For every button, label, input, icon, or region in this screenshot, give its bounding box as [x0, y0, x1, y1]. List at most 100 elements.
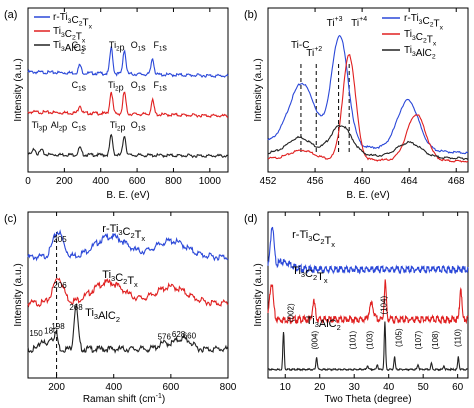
- x-tick-label: 1000: [199, 176, 222, 187]
- series-label: Ti3AlC2: [85, 307, 120, 324]
- legend-label: r-Ti3C2Tx: [53, 12, 93, 30]
- peak-label: Ti3p: [32, 120, 48, 133]
- x-tick-label: 452: [260, 176, 277, 187]
- hkl-label: (004): [311, 330, 320, 349]
- series-label: Ti3AlC2: [306, 315, 341, 332]
- x-tick-label: 0: [25, 176, 31, 187]
- x-axis-label: B. E. (eV): [106, 190, 149, 201]
- series-line-1: [267, 53, 469, 163]
- series-line-2: [267, 124, 469, 161]
- peak-label: Ti2p: [108, 80, 124, 93]
- y-axis-label: Intensity (a.u.): [13, 263, 24, 326]
- annotation-ti2: Ti+2: [306, 46, 322, 59]
- plot-frame: [267, 211, 469, 379]
- y-axis-label: Intensity (a.u.): [253, 58, 264, 121]
- peak-label: C1s: [72, 80, 87, 93]
- x-tick-label: 50: [418, 382, 430, 393]
- y-axis-label: Intensity (a.u.): [13, 58, 24, 121]
- x-tick-label: 200: [56, 176, 73, 187]
- series-line-0: [27, 46, 229, 79]
- series-line-1: [27, 91, 229, 118]
- panel-label: (d): [244, 213, 257, 225]
- peak-label: 206: [53, 281, 67, 290]
- peak-label: F1s: [153, 80, 167, 93]
- legend-label: Ti3C2Tx: [404, 29, 437, 47]
- peak-label: 180: [44, 327, 58, 336]
- x-tick-label: 60: [452, 382, 464, 393]
- peak-label: 268: [69, 303, 83, 312]
- peak-label: C1s: [72, 40, 87, 53]
- hkl-label: (103): [366, 330, 375, 349]
- x-tick-label: 20: [314, 382, 326, 393]
- peak-label: O1s: [131, 40, 146, 53]
- x-tick-label: 400: [105, 382, 122, 393]
- peak-label: 205: [53, 235, 67, 244]
- panel-label: (c): [4, 213, 17, 225]
- x-tick-label: 10: [280, 382, 292, 393]
- annotation-ti3: Ti+3: [327, 16, 343, 29]
- peak-label: F1s: [153, 40, 167, 53]
- panel-label: (b): [244, 9, 257, 21]
- x-tick-label: 600: [129, 176, 146, 187]
- x-tick-label: 600: [163, 382, 180, 393]
- x-tick-label: 800: [220, 382, 237, 393]
- plot-frame: [27, 211, 229, 379]
- hkl-label: (101): [348, 330, 357, 349]
- series-label: r-Ti3C2Tx: [292, 229, 335, 249]
- plot-frame: [27, 7, 229, 173]
- legend-label: Ti3AlC2: [53, 40, 85, 56]
- series-line-0: [267, 34, 469, 155]
- annotation-tic: Ti-C: [291, 40, 310, 51]
- plot-frame: [267, 7, 469, 173]
- x-tick-label: 800: [165, 176, 182, 187]
- series-line-2: [27, 133, 229, 159]
- peak-label: Al2p: [51, 120, 67, 133]
- peak-label: 150: [29, 329, 43, 338]
- peak-label: Ti2p: [109, 40, 125, 53]
- x-tick-label: 40: [383, 382, 395, 393]
- legend-label: Ti3C2Tx: [53, 26, 86, 44]
- x-axis-label: B. E. (eV): [346, 190, 389, 201]
- panel-label: (a): [4, 9, 17, 21]
- legend-label: r-Ti3C2Tx: [404, 13, 444, 31]
- series-line-1: [27, 277, 229, 308]
- hkl-label: (104): [380, 295, 389, 314]
- hkl-label: (107): [414, 330, 423, 349]
- peak-label: 628: [172, 330, 186, 339]
- peak-label: 576: [158, 333, 172, 342]
- x-axis-label: Raman shift (cm-1): [83, 393, 165, 405]
- panel-d: 10 20 30 40 50 60 Intensity (a.u.) (d) r-Ti3C2Tx…: [244, 211, 469, 405]
- peak-label: Ti2p: [110, 120, 126, 133]
- x-tick-label: 30: [349, 382, 361, 393]
- series-label: Ti3C2Tx: [102, 269, 138, 289]
- annotation-ti4: Ti+4: [351, 16, 367, 29]
- hkl-label: (108): [431, 330, 440, 349]
- x-tick-label: 200: [48, 382, 65, 393]
- series-line-2: [267, 321, 469, 372]
- series-line-2: [27, 302, 229, 354]
- peak-label: C1s: [72, 120, 87, 133]
- x-tick-label: 460: [354, 176, 371, 187]
- x-axis-label: Two Theta (degree): [324, 394, 411, 405]
- x-tick-label: 464: [401, 176, 418, 187]
- series-label: r-Ti3C2Tx: [102, 223, 145, 243]
- hkl-label: (002): [286, 303, 295, 322]
- legend-label: Ti3AlC2: [404, 45, 436, 61]
- hkl-label: (110): [454, 329, 463, 347]
- peak-label: 198: [51, 322, 65, 331]
- x-tick-label: 468: [448, 176, 465, 187]
- series-line-1: [267, 279, 469, 325]
- peak-label: 660: [183, 332, 197, 341]
- y-axis-label: Intensity (a.u.): [253, 263, 264, 326]
- hkl-label: (105): [394, 328, 403, 347]
- series-line-0: [27, 229, 229, 262]
- peak-label: O1s: [131, 120, 146, 133]
- x-tick-label: 400: [92, 176, 109, 187]
- series-label: Ti3C2Tx: [292, 265, 328, 285]
- panel-c: 200 400 600 800 Intensity (a.u.) (c) r-Ti3C2Tx…: [4, 211, 237, 405]
- x-tick-label: 456: [307, 176, 324, 187]
- series-line-0: [267, 226, 469, 275]
